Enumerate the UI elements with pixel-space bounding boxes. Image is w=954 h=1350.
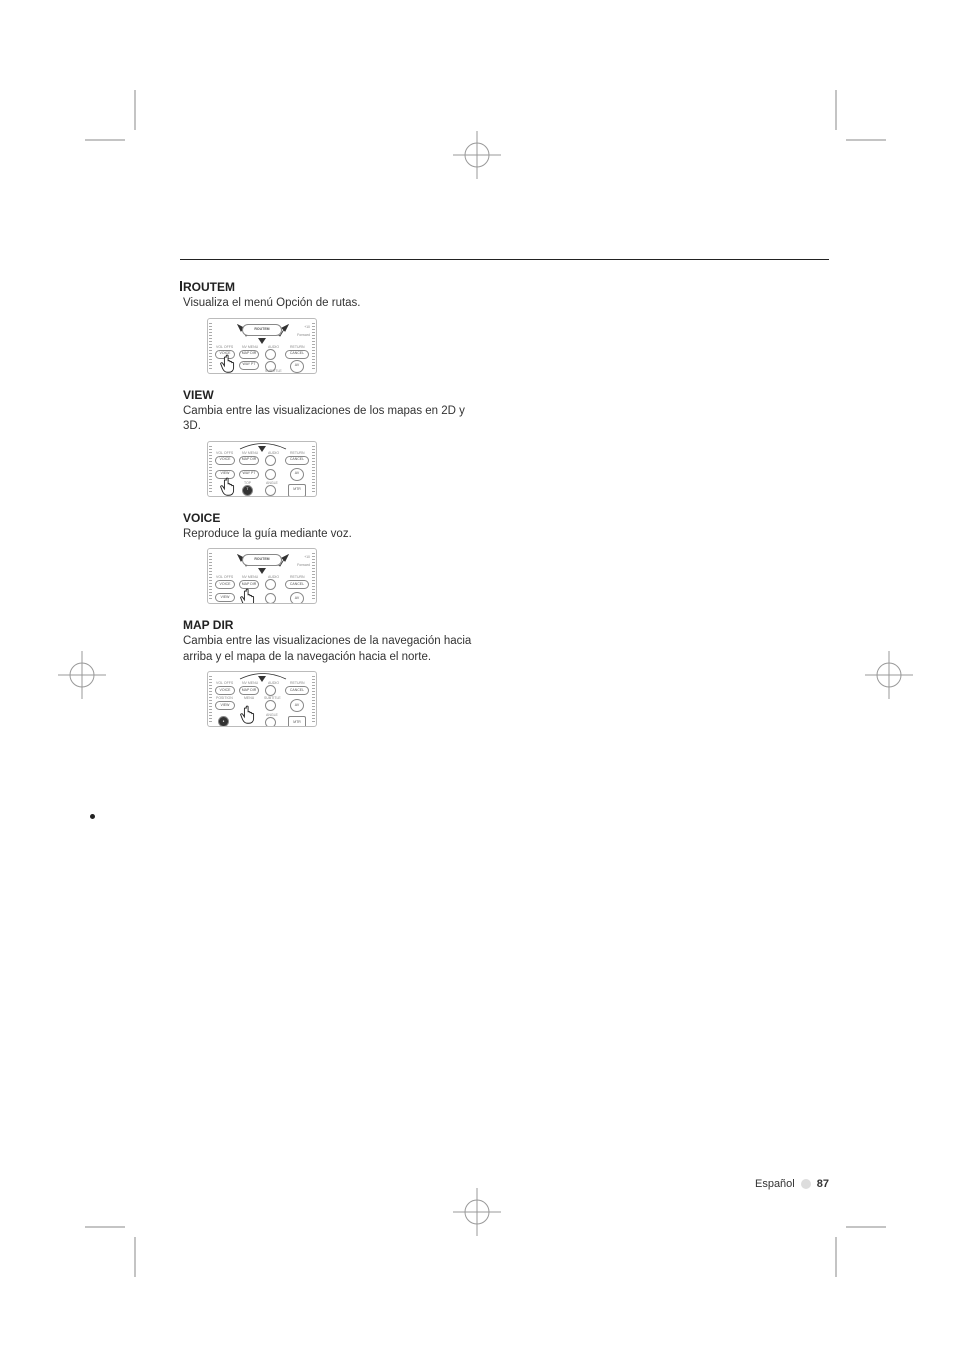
btn-subtitle (265, 593, 276, 604)
lbl-plus10: +10 (304, 555, 310, 559)
lbl-nvmenu: NV MENU (242, 681, 258, 685)
btn-view: VIEW (215, 701, 235, 710)
lbl-return: RETURN (290, 681, 305, 685)
btn-subtitle (265, 700, 276, 711)
heading-mapdir: MAP DIR (183, 618, 483, 632)
btn-cancel: CANCEL (285, 456, 309, 465)
registration-right (859, 645, 919, 705)
text-mapdir: Cambia entre las visualizaciones de la n… (183, 634, 483, 665)
down-arrow-icon (258, 338, 266, 344)
lbl-fwd: Forward (297, 563, 310, 567)
heading-view: VIEW (183, 388, 483, 402)
lbl-plus10: +10 (304, 325, 310, 329)
down-arrow-icon (258, 568, 266, 574)
remote-diagram-mapdir: VOL OFFS NV MENU AUDIO RETURN VOICE MAP … (207, 671, 317, 727)
btn-waypt: WAY PT (239, 470, 259, 479)
lbl-return: RETURN (290, 451, 305, 455)
btn-cancel: CANCEL (285, 686, 309, 695)
section-voice: VOICE Reproduce la guía mediante voz. RO… (183, 511, 483, 605)
lbl-voloffs: VOL OFFS (216, 345, 233, 349)
crop-mark-top-right (826, 90, 886, 150)
lbl-voloffs: VOL OFFS (216, 681, 233, 685)
down-arrow-icon (258, 676, 266, 682)
lbl-position: POSITION (216, 696, 233, 700)
btn-voice: VOICE (215, 686, 235, 695)
footer-language: Español (755, 1178, 795, 1190)
btn-angle (265, 717, 276, 727)
lbl-nvmenu: NV MENU (242, 451, 258, 455)
registration-left (52, 645, 112, 705)
registration-bottom (447, 1182, 507, 1242)
lbl-return: RETURN (290, 345, 305, 349)
crop-mark-top-left (85, 90, 145, 150)
section-mapdir: MAP DIR Cambia entre las visualizaciones… (183, 618, 483, 727)
remote-diagram-routem: ROUTEM +10 Forward VOL OFFS NV MENU AUDI… (207, 318, 317, 374)
footer-dot-icon (801, 1179, 811, 1189)
btn-cancel: CANCEL (285, 350, 309, 359)
text-view: Cambia entre las visualizaciones de los … (183, 404, 483, 435)
btn-angle (265, 485, 276, 496)
btn-cancel: CANCEL (285, 580, 309, 589)
lbl-subtitle: SUBTITLE (265, 369, 282, 373)
section-routem: ROUTEM Visualiza el menú Opción de rutas… (183, 280, 483, 374)
btn-audio (265, 579, 276, 590)
btn-view: VIEW (215, 470, 235, 479)
btn-av: AV (290, 468, 304, 481)
btn-audio (265, 685, 276, 696)
lbl-angle: ANGLE (266, 481, 278, 485)
btn-voice: VOICE (215, 456, 235, 465)
btn-av: AV (290, 592, 304, 604)
btn-voice: VOICE (215, 350, 235, 359)
lbl-nvmenu: NV MENU (242, 345, 258, 349)
remote-diagram-view: VOL OFFS NV MENU AUDIO RETURN VOICE MAP … (207, 441, 317, 497)
top-rule (180, 259, 829, 260)
lbl-return: RETURN (290, 575, 305, 579)
lbl-voloffs: VOL OFFS (216, 451, 233, 455)
section-view: VIEW Cambia entre las visualizaciones de… (183, 388, 483, 497)
lbl-voloffs: VOL OFFS (216, 575, 233, 579)
registration-top (447, 125, 507, 185)
remote-diagram-voice: ROUTEM +10 Forward VOL OFFS NV MENU AUDI… (207, 548, 317, 604)
btn-waypt: WAY PT (239, 361, 259, 370)
heading-routem: ROUTEM (183, 280, 483, 294)
pointing-hand-icon (218, 476, 240, 497)
lbl-audio: AUDIO (268, 451, 279, 455)
btn-mtr: MTR (288, 484, 306, 497)
btn-rec: ● (218, 716, 229, 727)
lbl-fwd: Forward (297, 333, 310, 337)
crop-mark-bottom-right (826, 1217, 886, 1277)
section-bar (180, 281, 182, 291)
text-voice: Reproduce la guía mediante voz. (183, 527, 483, 543)
lbl-audio: AUDIO (268, 345, 279, 349)
footer-page-number: 87 (817, 1178, 829, 1190)
btn-subtitle (265, 469, 276, 480)
btn-av: AV (290, 699, 304, 712)
page-footer: Español 87 (755, 1178, 829, 1190)
btn-voice: VOICE (215, 580, 235, 589)
document-page: ROUTEM Visualiza el menú Opción de rutas… (0, 0, 954, 1350)
btn-routem: ROUTEM (242, 324, 282, 336)
lbl-top: TOP (244, 713, 251, 717)
pointing-hand-icon (238, 587, 260, 604)
text-routem: Visualiza el menú Opción de rutas. (183, 296, 483, 312)
btn-routem: ROUTEM (242, 554, 282, 566)
side-dot (90, 814, 95, 819)
btn-av: AV (290, 360, 304, 373)
lbl-top: TOP (244, 481, 251, 485)
btn-mapdir: MAP DIR (239, 456, 259, 465)
heading-voice: VOICE (183, 511, 483, 525)
content-column: ROUTEM Visualiza el menú Opción de rutas… (183, 280, 483, 741)
down-arrow-icon (258, 446, 266, 452)
btn-view: VIEW (215, 593, 235, 602)
lbl-menu: MENU (244, 696, 254, 700)
btn-audio (265, 455, 276, 466)
lbl-nvmenu: NV MENU (242, 575, 258, 579)
btn-mapdir: MAP DIR (239, 686, 259, 695)
btn-mapdir: MAP DIR (239, 580, 259, 589)
btn-audio (265, 349, 276, 360)
crop-mark-bottom-left (85, 1217, 145, 1277)
btn-top: T (242, 485, 253, 496)
btn-mtr: MTR (288, 716, 306, 727)
btn-mapdir: MAP DIR (239, 350, 259, 359)
